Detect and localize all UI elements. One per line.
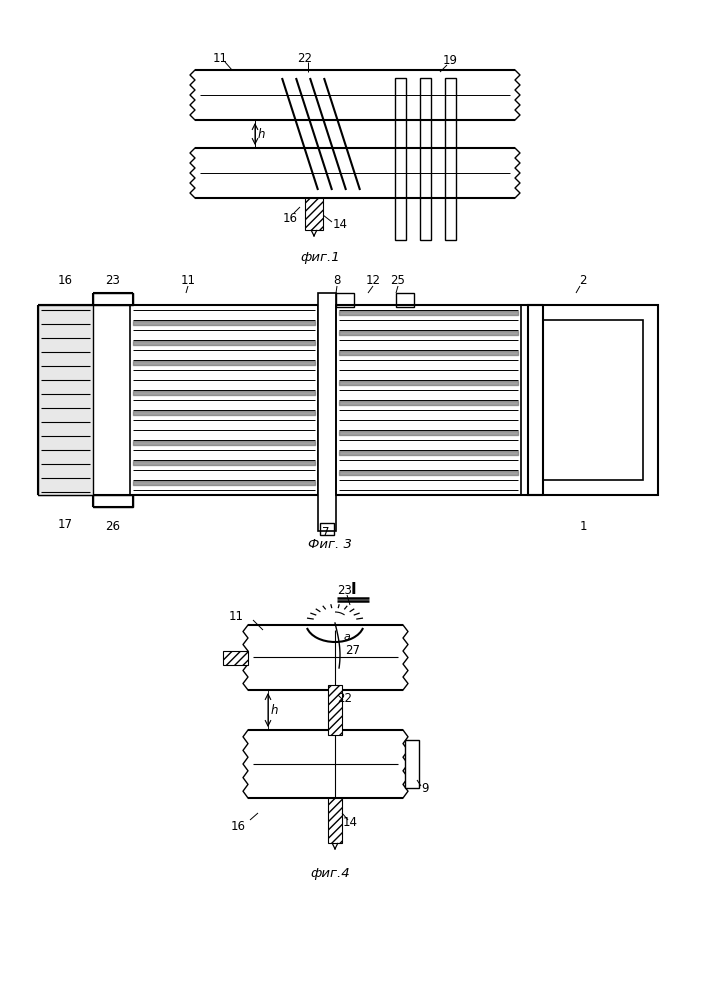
Text: 16: 16 [283, 212, 298, 225]
Text: 12: 12 [366, 273, 380, 286]
Text: a: a [344, 632, 351, 642]
Bar [328, 798, 342, 843]
Bar [93, 293, 133, 305]
Text: 16: 16 [57, 274, 73, 288]
Text: 11: 11 [213, 51, 228, 64]
Bar [336, 293, 354, 307]
Text: 8: 8 [333, 273, 341, 286]
Text: 23: 23 [105, 274, 120, 288]
Bar [420, 78, 431, 240]
Bar [543, 320, 643, 480]
Text: I: I [350, 582, 356, 597]
Bar [396, 293, 414, 307]
Text: 2: 2 [579, 273, 587, 286]
Text: 19: 19 [443, 53, 457, 66]
Text: 22: 22 [337, 692, 353, 704]
Bar [320, 523, 334, 535]
Bar [336, 305, 521, 495]
Text: 14: 14 [342, 816, 358, 830]
Text: 25: 25 [390, 273, 405, 286]
Bar [395, 78, 406, 240]
Text: 11: 11 [180, 273, 196, 286]
Text: 14: 14 [332, 219, 348, 232]
Bar [528, 305, 658, 495]
Text: 17: 17 [57, 518, 73, 532]
Text: h: h [270, 704, 278, 716]
Bar [223, 651, 248, 665]
Bar [405, 740, 419, 788]
Bar [38, 305, 93, 495]
Bar [130, 305, 318, 495]
Text: 23: 23 [337, 584, 352, 596]
Text: 16: 16 [230, 820, 245, 832]
Text: 1: 1 [579, 520, 587, 534]
Text: 27: 27 [346, 645, 361, 658]
Text: 9: 9 [421, 782, 428, 794]
Bar [93, 495, 133, 507]
Text: фиг.1: фиг.1 [300, 251, 340, 264]
Bar [318, 293, 336, 531]
Bar [445, 78, 456, 240]
Text: 11: 11 [228, 610, 243, 624]
Text: h: h [257, 127, 264, 140]
Text: 22: 22 [298, 51, 312, 64]
Bar [305, 198, 323, 230]
Text: 26: 26 [105, 520, 120, 534]
Bar [328, 685, 342, 735]
Text: Фиг. 3: Фиг. 3 [308, 538, 352, 552]
Text: фиг.4: фиг.4 [310, 866, 350, 880]
Text: 7: 7 [322, 526, 329, 540]
